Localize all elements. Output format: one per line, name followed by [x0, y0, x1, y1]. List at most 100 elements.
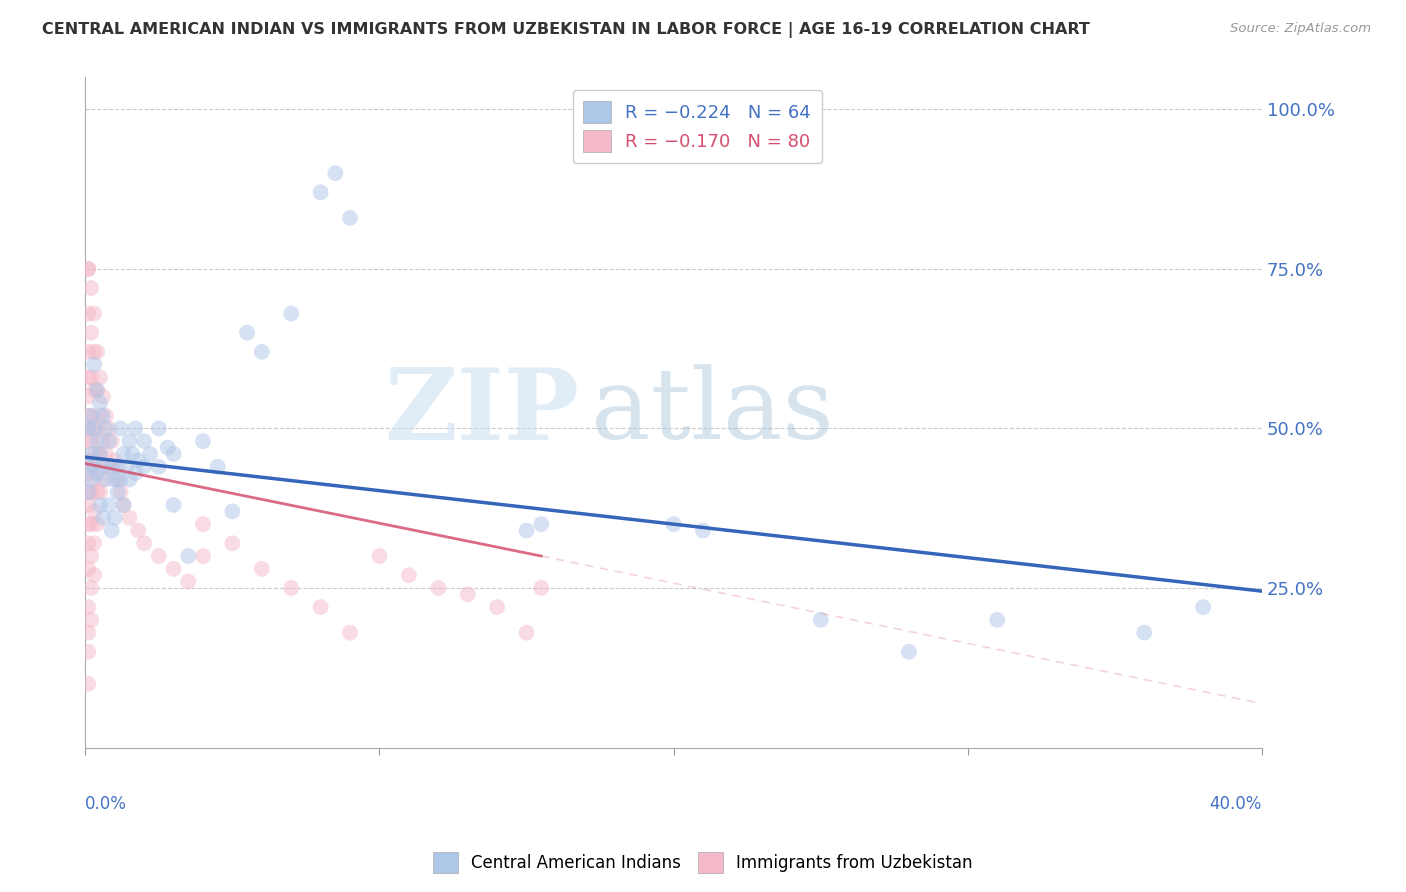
- Point: [124, 466, 146, 480]
- Point: [457, 587, 479, 601]
- Point: [97, 434, 120, 449]
- Point: [662, 517, 685, 532]
- Point: [83, 421, 105, 435]
- Legend: Central American Indians, Immigrants from Uzbekistan: Central American Indians, Immigrants fro…: [426, 846, 980, 880]
- Point: [80, 549, 103, 563]
- Point: [91, 434, 114, 449]
- Point: [1133, 625, 1156, 640]
- Point: [80, 370, 103, 384]
- Point: [309, 186, 332, 200]
- Point: [77, 307, 100, 321]
- Point: [77, 562, 100, 576]
- Point: [89, 485, 111, 500]
- Point: [107, 459, 129, 474]
- Point: [83, 504, 105, 518]
- Point: [148, 549, 170, 563]
- Point: [77, 409, 100, 423]
- Point: [280, 581, 302, 595]
- Point: [86, 383, 108, 397]
- Point: [77, 517, 100, 532]
- Point: [86, 434, 108, 449]
- Point: [80, 409, 103, 423]
- Point: [191, 434, 214, 449]
- Point: [339, 625, 361, 640]
- Point: [80, 473, 103, 487]
- Point: [89, 498, 111, 512]
- Point: [94, 409, 117, 423]
- Text: 40.0%: 40.0%: [1209, 796, 1263, 814]
- Point: [89, 370, 111, 384]
- Point: [1192, 600, 1215, 615]
- Point: [80, 409, 103, 423]
- Point: [83, 358, 105, 372]
- Point: [77, 453, 100, 467]
- Point: [91, 409, 114, 423]
- Point: [121, 447, 143, 461]
- Point: [77, 645, 100, 659]
- Text: CENTRAL AMERICAN INDIAN VS IMMIGRANTS FROM UZBEKISTAN IN LABOR FORCE | AGE 16-19: CENTRAL AMERICAN INDIAN VS IMMIGRANTS FR…: [42, 22, 1090, 38]
- Point: [89, 447, 111, 461]
- Point: [91, 390, 114, 404]
- Point: [80, 581, 103, 595]
- Point: [77, 466, 100, 480]
- Point: [162, 498, 184, 512]
- Point: [139, 447, 162, 461]
- Point: [339, 211, 361, 225]
- Point: [162, 447, 184, 461]
- Point: [77, 536, 100, 550]
- Point: [94, 421, 117, 435]
- Point: [83, 447, 105, 461]
- Point: [323, 166, 346, 180]
- Point: [83, 459, 105, 474]
- Point: [80, 281, 103, 295]
- Point: [148, 421, 170, 435]
- Point: [86, 383, 108, 397]
- Point: [124, 421, 146, 435]
- Point: [89, 409, 111, 423]
- Point: [77, 261, 100, 276]
- Point: [100, 459, 122, 474]
- Point: [134, 434, 156, 449]
- Point: [118, 473, 141, 487]
- Point: [83, 421, 105, 435]
- Point: [77, 625, 100, 640]
- Point: [83, 344, 105, 359]
- Point: [515, 625, 537, 640]
- Point: [77, 421, 100, 435]
- Point: [77, 485, 100, 500]
- Legend: R = −0.224   N = 64, R = −0.170   N = 80: R = −0.224 N = 64, R = −0.170 N = 80: [572, 90, 821, 162]
- Point: [107, 485, 129, 500]
- Point: [207, 459, 229, 474]
- Text: atlas: atlas: [592, 365, 834, 460]
- Point: [77, 459, 100, 474]
- Point: [530, 517, 553, 532]
- Point: [530, 581, 553, 595]
- Point: [77, 390, 100, 404]
- Point: [398, 568, 420, 582]
- Point: [177, 574, 200, 589]
- Point: [77, 344, 100, 359]
- Point: [77, 421, 100, 435]
- Point: [91, 473, 114, 487]
- Point: [107, 473, 129, 487]
- Text: Source: ZipAtlas.com: Source: ZipAtlas.com: [1230, 22, 1371, 36]
- Point: [77, 485, 100, 500]
- Point: [91, 459, 114, 474]
- Point: [77, 498, 100, 512]
- Point: [110, 485, 132, 500]
- Point: [86, 517, 108, 532]
- Point: [112, 498, 135, 512]
- Point: [221, 504, 243, 518]
- Point: [110, 473, 132, 487]
- Point: [91, 510, 114, 524]
- Point: [250, 344, 273, 359]
- Point: [89, 396, 111, 410]
- Point: [162, 562, 184, 576]
- Point: [80, 485, 103, 500]
- Text: 0.0%: 0.0%: [86, 796, 127, 814]
- Point: [810, 613, 832, 627]
- Point: [94, 447, 117, 461]
- Point: [83, 536, 105, 550]
- Point: [77, 434, 100, 449]
- Point: [77, 370, 100, 384]
